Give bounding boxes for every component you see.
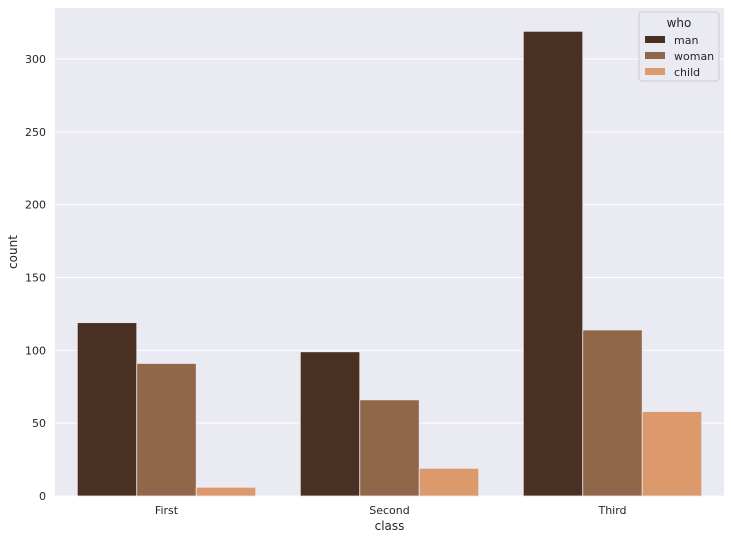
bar-man-second bbox=[299, 351, 361, 497]
y-tick-label: 300 bbox=[25, 53, 46, 66]
legend-title: who bbox=[667, 16, 692, 30]
legend-items: man woman child bbox=[645, 34, 714, 79]
y-tick-labels: 0 50 100 150 200 250 300 bbox=[25, 53, 46, 503]
y-tick-label: 0 bbox=[39, 490, 46, 503]
legend-swatch-child bbox=[645, 68, 665, 75]
bar-child-second bbox=[418, 467, 480, 497]
legend-swatch-man bbox=[645, 36, 665, 43]
y-tick-label: 200 bbox=[25, 199, 46, 212]
legend-label-man: man bbox=[674, 34, 698, 47]
y-tick-label: 150 bbox=[25, 271, 46, 284]
bar-child-first bbox=[195, 486, 257, 497]
y-tick-label: 100 bbox=[25, 344, 46, 357]
x-axis-title: class bbox=[375, 519, 405, 533]
y-axis-title: count bbox=[6, 235, 20, 269]
y-tick-label: 250 bbox=[25, 126, 46, 139]
legend-frame bbox=[638, 11, 720, 82]
bar-man-third bbox=[522, 30, 584, 497]
x-tick-label: Third bbox=[597, 504, 626, 517]
legend-label-woman: woman bbox=[674, 50, 714, 63]
bar-woman-third bbox=[582, 329, 643, 497]
y-tick-label: 50 bbox=[32, 417, 46, 430]
legend-swatch-woman bbox=[645, 52, 665, 59]
legend: who man woman child bbox=[638, 11, 720, 82]
bars bbox=[76, 30, 703, 497]
bar-woman-second bbox=[359, 399, 420, 497]
x-tick-label: First bbox=[155, 504, 179, 517]
x-tick-label: Second bbox=[369, 504, 409, 517]
bar-woman-first bbox=[136, 363, 197, 497]
x-tick-labels: First Second Third bbox=[155, 504, 627, 517]
bar-man-first bbox=[76, 322, 138, 497]
bar-child-third bbox=[641, 411, 703, 497]
legend-label-child: child bbox=[674, 66, 700, 79]
